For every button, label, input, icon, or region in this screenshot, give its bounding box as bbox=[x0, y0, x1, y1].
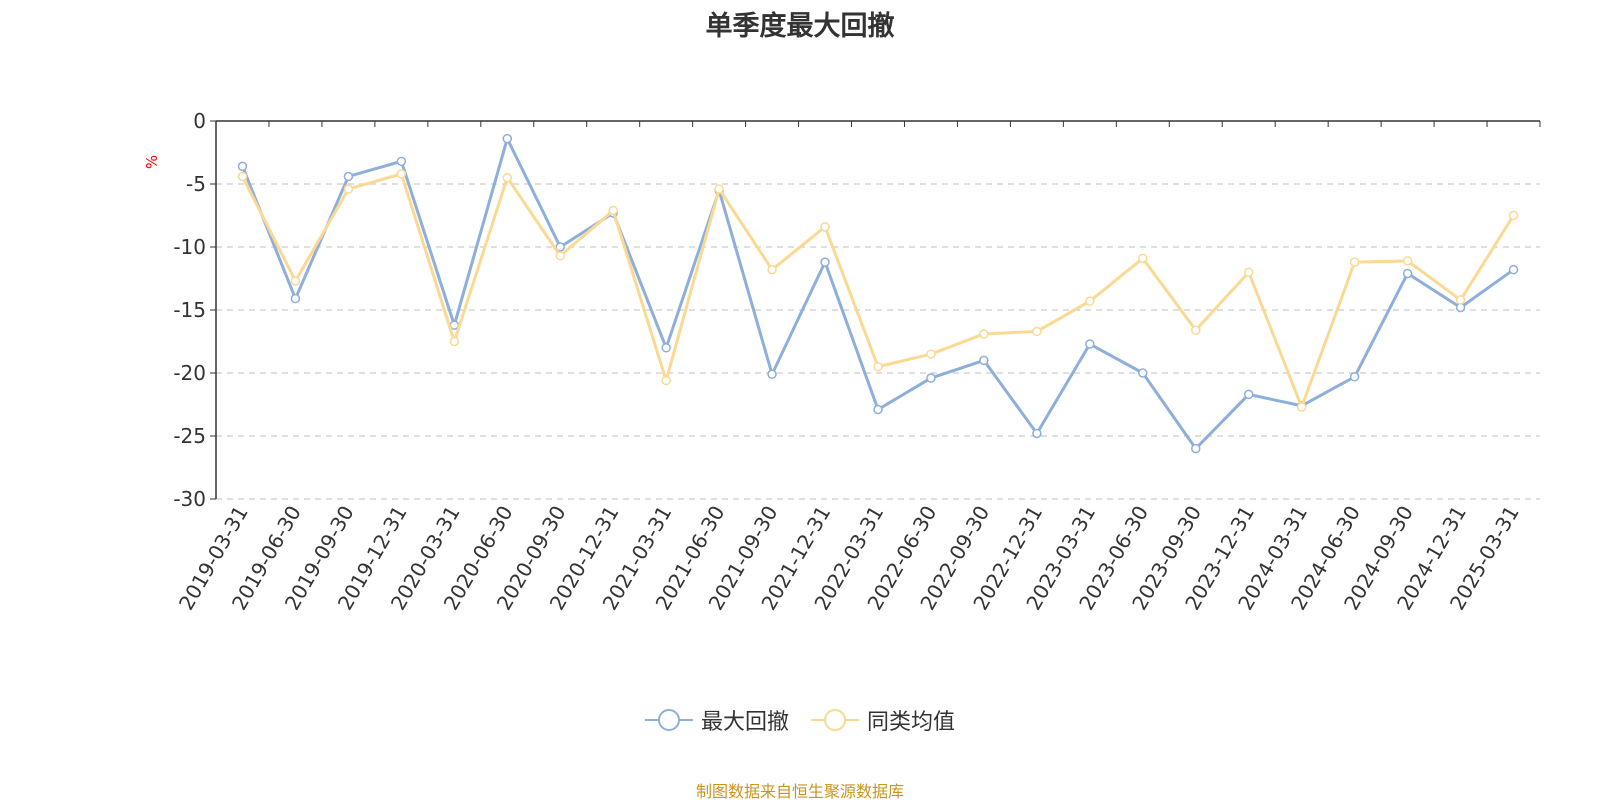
data-point bbox=[343, 184, 354, 194]
chart-title: 单季度最大回撤 bbox=[705, 11, 895, 42]
data-point bbox=[767, 369, 777, 380]
data-point bbox=[1085, 339, 1095, 349]
series-line-2 bbox=[241, 172, 1515, 409]
data-point bbox=[290, 293, 301, 304]
data-point bbox=[1508, 264, 1519, 275]
legend-marker-drawdown bbox=[644, 709, 693, 731]
y-tick-label: -20 bbox=[173, 361, 206, 385]
data-point bbox=[979, 329, 989, 339]
data-point bbox=[1296, 402, 1307, 412]
data-point bbox=[926, 349, 936, 359]
data-point bbox=[290, 276, 301, 286]
legend: 最大回撤 同类均值 bbox=[0, 704, 1600, 736]
data-point bbox=[502, 172, 513, 183]
legend-marker-peer-average bbox=[811, 709, 859, 731]
axes bbox=[210, 120, 1541, 500]
data-point bbox=[1138, 253, 1148, 264]
y-tick-label: -25 bbox=[173, 424, 206, 448]
data-point bbox=[1349, 372, 1360, 382]
data-point bbox=[555, 251, 565, 261]
x-tick-labels: 2019-03-312019-06-302019-09-302019-12-31… bbox=[174, 502, 1524, 615]
data-point bbox=[873, 361, 883, 372]
data-point bbox=[873, 404, 883, 415]
data-point bbox=[608, 205, 618, 216]
data-point bbox=[1349, 257, 1360, 267]
data-point bbox=[979, 355, 989, 366]
data-point bbox=[396, 156, 407, 167]
data-point bbox=[1138, 368, 1148, 378]
data-point bbox=[449, 336, 460, 347]
data-point bbox=[1191, 443, 1201, 454]
data-point bbox=[820, 222, 830, 232]
y-tick-label: -5 bbox=[186, 172, 206, 196]
data-point bbox=[237, 161, 248, 172]
y-tick-label: -15 bbox=[173, 298, 206, 322]
data-point bbox=[1243, 389, 1254, 400]
data-point bbox=[1085, 296, 1095, 306]
data-point bbox=[237, 171, 248, 182]
legend-item-drawdown[interactable]: 最大回撤 bbox=[644, 704, 789, 736]
data-point bbox=[714, 184, 724, 194]
grid-lines bbox=[216, 183, 1540, 500]
data-point bbox=[1032, 428, 1042, 439]
data-point bbox=[926, 373, 936, 383]
data-point bbox=[820, 257, 830, 267]
data-point bbox=[1455, 302, 1466, 313]
source-note: 制图数据来自恒生聚源数据库 bbox=[695, 782, 904, 801]
series-line-1 bbox=[241, 137, 1515, 451]
data-point bbox=[661, 375, 671, 386]
data-point bbox=[1402, 256, 1413, 266]
legend-label-drawdown: 最大回撤 bbox=[700, 710, 789, 735]
legend-item-peer-average[interactable]: 同类均值 bbox=[811, 704, 955, 736]
y-tick-label: -30 bbox=[173, 487, 206, 511]
data-point bbox=[396, 169, 407, 179]
data-point bbox=[767, 264, 777, 275]
data-point bbox=[1243, 267, 1254, 277]
y-tick-label: -10 bbox=[173, 235, 206, 259]
legend-label-peer-average: 同类均值 bbox=[867, 710, 956, 735]
data-point bbox=[502, 133, 513, 144]
data-point bbox=[661, 343, 671, 353]
data-point bbox=[1191, 325, 1201, 335]
series-lines bbox=[237, 133, 1519, 454]
data-point bbox=[1455, 295, 1466, 305]
data-point bbox=[1402, 268, 1413, 279]
data-point bbox=[1508, 210, 1519, 221]
data-point bbox=[343, 171, 354, 182]
y-axis-unit-label: % bbox=[143, 155, 161, 169]
data-point bbox=[1032, 326, 1042, 337]
data-point bbox=[555, 242, 565, 252]
y-tick-label: 0 bbox=[193, 109, 206, 133]
y-tick-labels: 0 -5 -10 -15 -20 -25 -30 bbox=[173, 109, 206, 511]
